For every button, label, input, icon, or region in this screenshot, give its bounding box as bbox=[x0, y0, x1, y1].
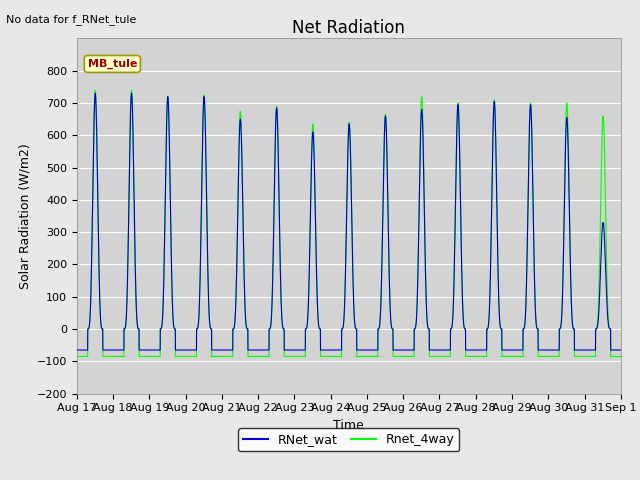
Legend: RNet_wat, Rnet_4way: RNet_wat, Rnet_4way bbox=[238, 428, 460, 451]
Rnet_4way bbox=[329, 354, 337, 360]
X-axis label: Time: Time bbox=[333, 419, 364, 432]
Rnet_4way bbox=[471, 354, 479, 360]
Rnet_4way bbox=[502, 354, 509, 360]
Rnet_4way bbox=[92, 87, 99, 93]
Rnet_4way bbox=[617, 354, 625, 360]
RNet_wat bbox=[92, 90, 99, 96]
Line: Rnet_4way: Rnet_4way bbox=[77, 90, 621, 357]
RNet_wat bbox=[171, 326, 179, 332]
Y-axis label: Solar Radiation (W/m2): Solar Radiation (W/m2) bbox=[18, 143, 31, 289]
Rnet_4way bbox=[73, 354, 81, 360]
Text: MB_tule: MB_tule bbox=[88, 59, 137, 69]
RNet_wat bbox=[441, 347, 449, 353]
RNet_wat bbox=[73, 347, 81, 353]
RNet_wat bbox=[329, 347, 337, 353]
RNet_wat bbox=[617, 347, 625, 353]
Line: RNet_wat: RNet_wat bbox=[77, 93, 621, 350]
Rnet_4way bbox=[171, 326, 179, 332]
RNet_wat bbox=[471, 347, 479, 353]
Text: No data for f_RNet_tule: No data for f_RNet_tule bbox=[6, 14, 137, 25]
RNet_wat bbox=[502, 347, 509, 353]
Rnet_4way bbox=[441, 354, 449, 360]
Title: Net Radiation: Net Radiation bbox=[292, 19, 405, 37]
RNet_wat bbox=[616, 347, 624, 353]
Rnet_4way bbox=[616, 354, 624, 360]
